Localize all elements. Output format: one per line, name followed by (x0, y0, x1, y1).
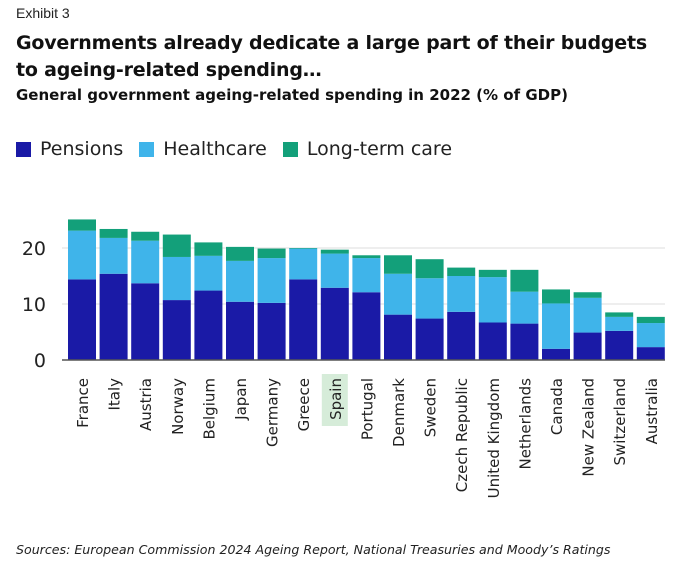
y-tick-label-10: 10 (22, 294, 46, 316)
bar-greece-pensions (289, 279, 318, 360)
bar-portugal-healthcare (352, 258, 381, 293)
legend-swatch-pensions (16, 141, 31, 157)
chart-legend: Pensions Healthcare Long-term care (16, 138, 468, 160)
bar-netherlands-long-term-care (510, 269, 539, 292)
category-highlight-spain (321, 374, 348, 426)
x-tick-label-australia: Australia (643, 378, 661, 444)
bar-germany-pensions (257, 302, 286, 360)
bar-sweden-pensions (415, 318, 444, 360)
bar-japan-long-term-care (226, 246, 254, 261)
bar-portugal-pensions (352, 292, 381, 360)
bar-australia-healthcare (636, 323, 665, 348)
bar-netherlands-healthcare (510, 291, 539, 324)
x-tick-label-austria: Austria (137, 378, 155, 431)
bar-norway-healthcare (162, 256, 191, 301)
x-tick-label-portugal: Portugal (358, 378, 376, 440)
bar-greece-healthcare (289, 248, 318, 280)
bar-new-zealand-healthcare (573, 297, 602, 333)
bar-switzerland-pensions (605, 330, 634, 360)
bar-united-kingdom-pensions (478, 322, 507, 360)
bar-canada-healthcare (542, 303, 570, 349)
bar-new-zealand-long-term-care (573, 292, 602, 298)
bar-united-kingdom-long-term-care (478, 269, 507, 278)
x-tick-label-greece: Greece (295, 378, 313, 431)
bar-france-long-term-care (68, 219, 96, 231)
chart-title: Governments already dedicate a large par… (16, 32, 647, 81)
bar-switzerland-healthcare (605, 316, 634, 331)
bar-portugal-long-term-care (352, 255, 381, 259)
x-tick-label-sweden: Sweden (422, 378, 440, 437)
bar-australia-pensions (636, 347, 665, 360)
bar-austria-healthcare (131, 240, 160, 284)
bar-belgium-healthcare (194, 255, 223, 291)
bar-canada-pensions (542, 348, 570, 360)
legend-label-healthcare: Healthcare (163, 138, 267, 160)
bar-czech-republic-long-term-care (447, 267, 476, 276)
bar-spain-healthcare (320, 253, 349, 288)
y-tick-label-20: 20 (22, 238, 46, 260)
x-tick-label-spain: Spain (327, 378, 345, 420)
x-tick-label-belgium: Belgium (200, 378, 218, 440)
x-tick-label-new-zealand: New Zealand (580, 378, 598, 477)
x-tick-label-france: France (74, 378, 92, 428)
bar-japan-pensions (226, 301, 254, 360)
bar-sweden-healthcare (415, 278, 444, 319)
bar-japan-healthcare (226, 260, 254, 302)
bar-italy-pensions (99, 273, 128, 360)
x-tick-label-czech-republic: Czech Republic (453, 378, 471, 492)
bar-czech-republic-healthcare (447, 276, 476, 312)
bar-switzerland-long-term-care (605, 312, 634, 317)
exhibit-label: Exhibit 3 (16, 5, 70, 21)
bar-new-zealand-pensions (573, 332, 602, 360)
chart-subtitle: General government ageing-related spendi… (16, 86, 568, 104)
x-tick-label-switzerland: Switzerland (611, 378, 629, 466)
bar-italy-long-term-care (99, 228, 128, 238)
legend-label-pensions: Pensions (40, 138, 124, 160)
bar-austria-long-term-care (131, 231, 160, 241)
bar-denmark-healthcare (384, 273, 412, 315)
bar-austria-pensions (131, 283, 160, 360)
bar-germany-healthcare (257, 258, 286, 303)
x-tick-label-denmark: Denmark (390, 378, 408, 447)
bar-belgium-long-term-care (194, 242, 223, 256)
x-tick-label-japan: Japan (232, 378, 250, 421)
bar-norway-pensions (162, 300, 191, 360)
bar-spain-pensions (320, 287, 349, 360)
x-tick-label-canada: Canada (548, 378, 566, 435)
bar-france-pensions (68, 279, 96, 360)
bar-france-healthcare (68, 230, 96, 280)
bar-united-kingdom-healthcare (478, 277, 507, 323)
bar-sweden-long-term-care (415, 259, 444, 279)
bar-greece-long-term-care (289, 248, 318, 249)
y-tick-label-0: 0 (34, 350, 46, 372)
legend-label-long-term-care: Long-term care (306, 138, 453, 160)
legend-item-long-term-care: Long-term care (282, 138, 453, 160)
source-note: Sources: European Commission 2024 Ageing… (16, 542, 611, 557)
bar-germany-long-term-care (257, 248, 286, 259)
x-tick-label-norway: Norway (169, 378, 187, 435)
x-tick-label-italy: Italy (106, 378, 124, 411)
x-tick-label-netherlands: Netherlands (516, 378, 534, 470)
bar-czech-republic-pensions (447, 311, 476, 360)
legend-swatch-healthcare (139, 141, 155, 157)
bar-netherlands-pensions (510, 323, 539, 360)
bar-norway-long-term-care (162, 234, 191, 257)
legend-item-healthcare: Healthcare (139, 138, 267, 160)
x-tick-label-united-kingdom: United Kingdom (485, 378, 503, 498)
legend-swatch-long-term-care (282, 141, 298, 157)
bar-belgium-pensions (194, 290, 223, 360)
bar-spain-long-term-care (320, 249, 349, 254)
bar-canada-long-term-care (542, 289, 570, 304)
bar-denmark-long-term-care (384, 255, 412, 274)
legend-item-pensions: Pensions (16, 138, 123, 160)
bar-italy-healthcare (99, 237, 128, 274)
bar-denmark-pensions (384, 314, 412, 360)
bar-australia-long-term-care (636, 316, 665, 324)
x-tick-label-germany: Germany (264, 378, 282, 447)
